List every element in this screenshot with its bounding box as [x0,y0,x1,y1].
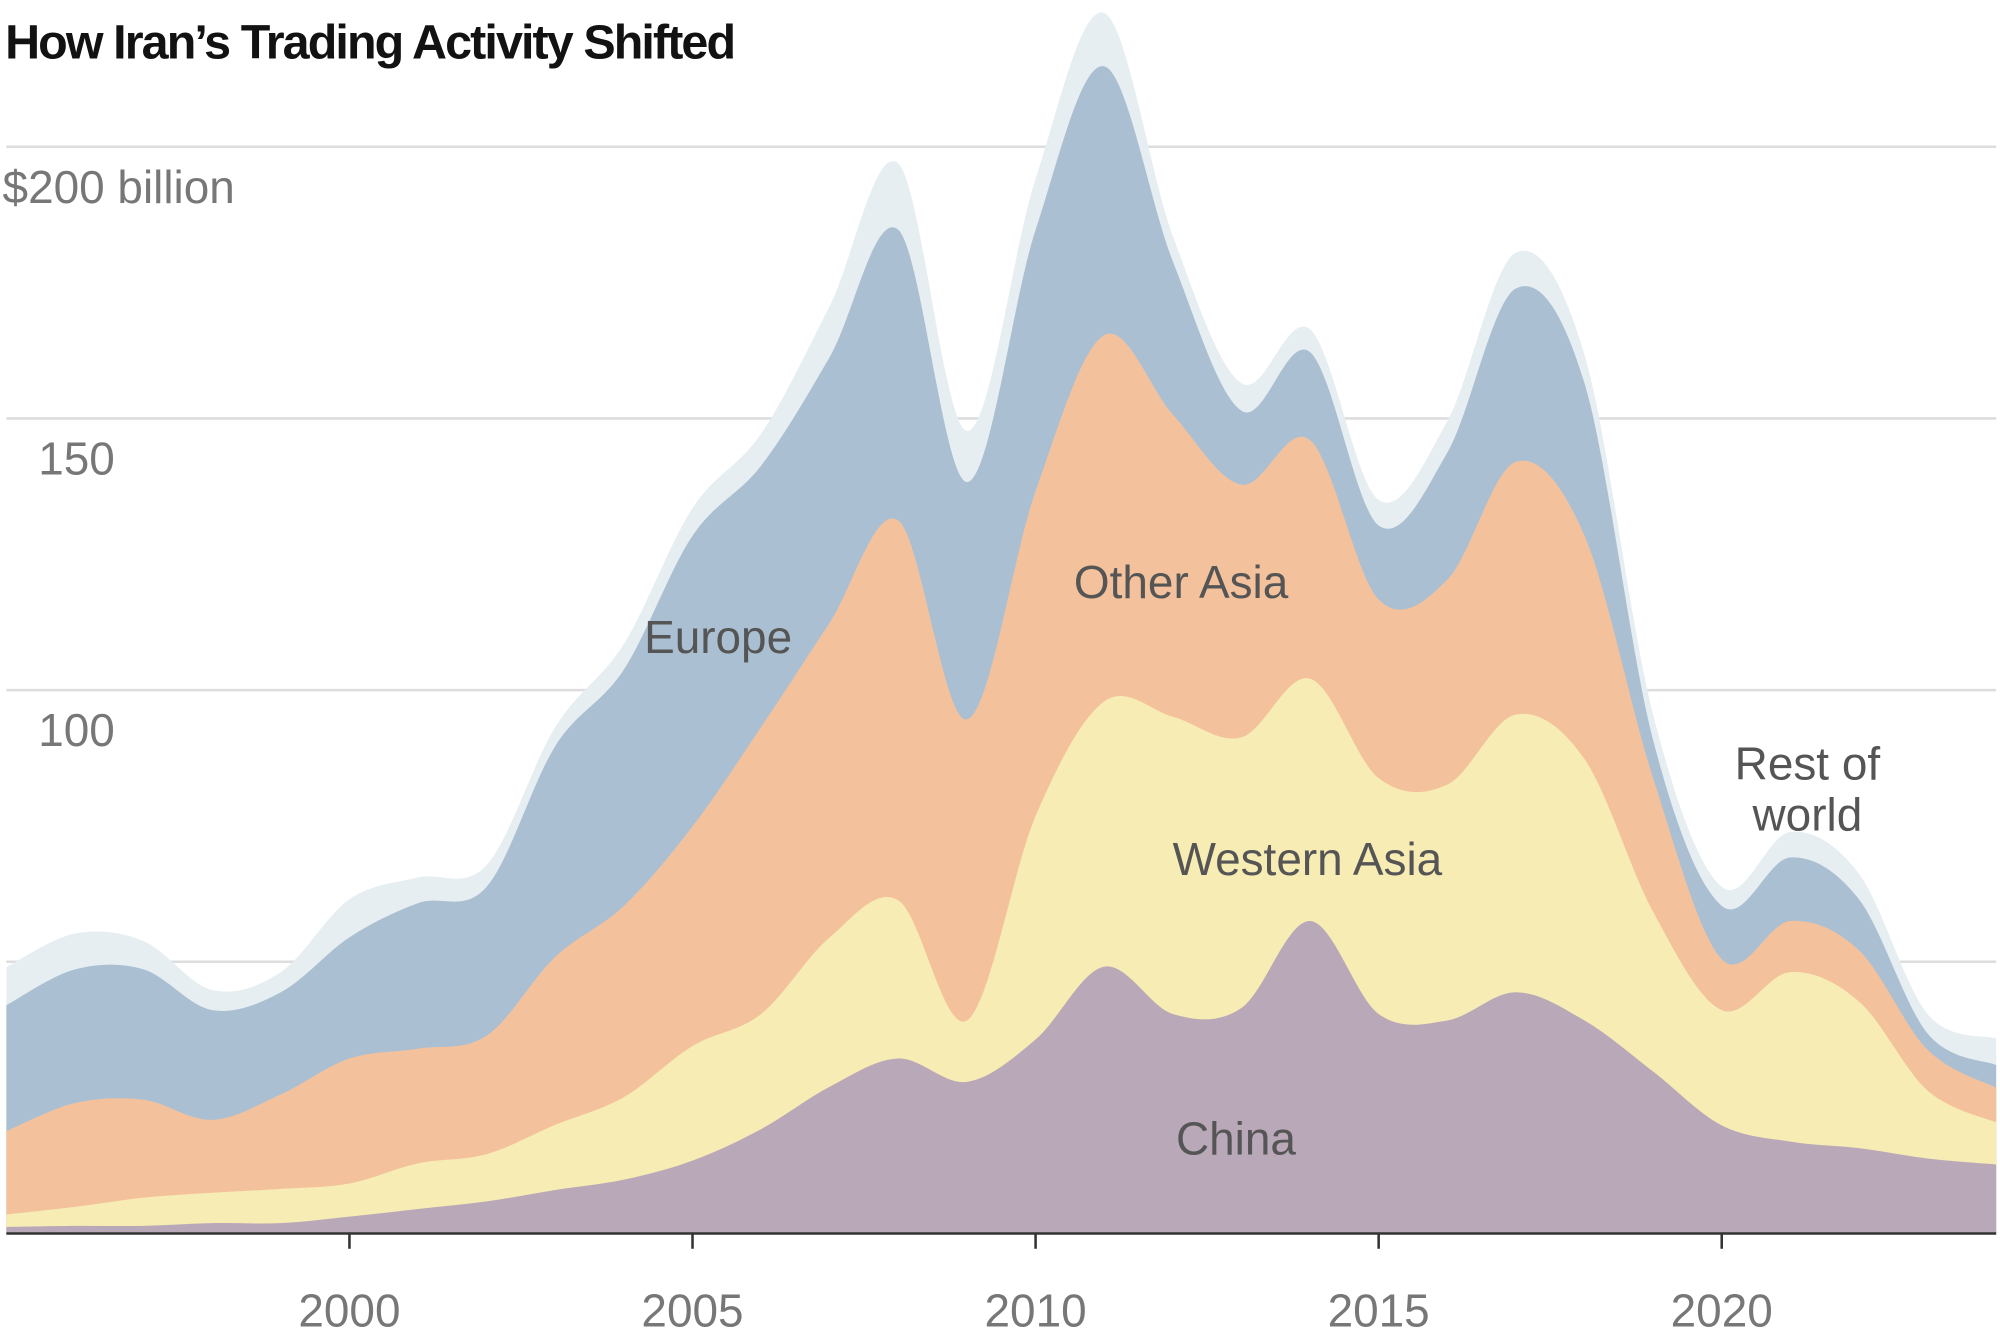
y-axis: 100 150 $200 billion [3,161,235,756]
x-tick-label: 2000 [298,1285,400,1333]
x-tick-label: 2010 [985,1285,1087,1333]
areas [6,12,1997,1234]
chart-title: How Iran’s Trading Activity Shifted [5,16,734,70]
series-label: Western Asia [1173,833,1443,885]
series-label: Europe [644,611,792,663]
x-tick-label: 2020 [1671,1285,1773,1333]
x-axis: 2000 2005 2010 2015 2020 [298,1233,1773,1333]
y-tick-label: 150 [38,433,115,485]
series-labels: China Western Asia Other Asia Europe Rest of… [644,556,1880,1164]
series-label: China [1176,1112,1296,1164]
series-label: Other Asia [1074,556,1289,608]
x-tick-label: 2015 [1328,1285,1430,1333]
y-tick-label: 100 [38,704,115,756]
area-china [6,921,1997,1234]
series-label: Rest of [1735,737,1881,789]
y-tick-label: $200 billion [3,161,235,213]
series-label: world [1752,788,1863,840]
x-tick-label: 2005 [641,1285,743,1333]
